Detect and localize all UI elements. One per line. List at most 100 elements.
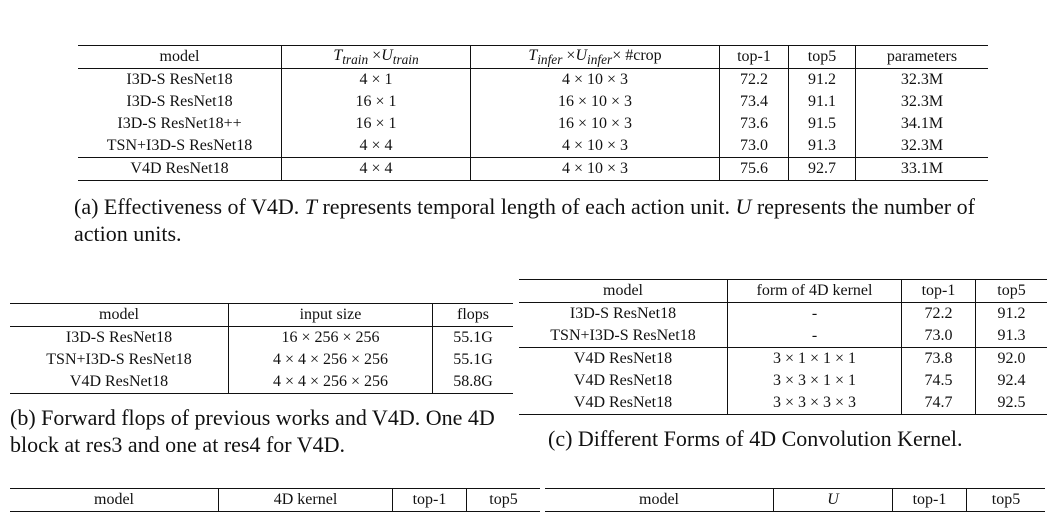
- cell-infer: 16 × 10 × 3: [470, 113, 720, 135]
- table-a-header-infer: Tinfer ×Uinfer× #crop: [470, 45, 720, 69]
- cell-top5: 91.3: [788, 135, 856, 158]
- cell-top5: 92.5: [975, 392, 1047, 415]
- table-row: TSN+I3D-S ResNet18 4 × 4 × 256 × 256 55.…: [10, 349, 513, 371]
- table-d-kernel: model 4D kernel top-1 top5: [10, 488, 540, 512]
- table-e-header-top1: top-1: [892, 488, 967, 512]
- cell-model: I3D-S ResNet18: [126, 93, 233, 110]
- cell-infer: 16 × 10 × 3: [470, 91, 720, 113]
- table-c-header-kernel-form: form of 4D kernel: [727, 279, 902, 303]
- cell-train: 4 × 1: [281, 68, 471, 91]
- cell-top5: 91.2: [975, 302, 1047, 325]
- table-e-units: model U top-1 top5: [545, 488, 1045, 512]
- table-c-caption: (c) Different Forms of 4D Convolution Ke…: [548, 426, 963, 451]
- table-c-header-model: model: [519, 279, 728, 303]
- cell-parameters: 32.3M: [855, 135, 988, 158]
- cell-flops: 58.8G: [432, 371, 513, 394]
- cell-kernel-form: 3 × 3 × 1 × 1: [727, 370, 902, 392]
- cell-train: 4 × 4: [281, 157, 471, 181]
- table-c-kernel-forms: model form of 4D kernel top-1 top5 I3D-S…: [519, 279, 1047, 415]
- cell-model: V4D ResNet18: [519, 392, 728, 415]
- table-e-header-top5: top5: [966, 488, 1045, 512]
- cell-top5: 91.1: [788, 91, 856, 113]
- table-a-header-top1: top-1: [719, 45, 789, 69]
- table-b-caption: (b) Forward flops of previous works and …: [10, 405, 495, 457]
- table-e-header-u: U: [773, 488, 893, 512]
- cell-train: 4 × 4: [281, 135, 471, 158]
- cell-top1: 73.8: [901, 347, 976, 370]
- cell-model: TSN+I3D-S ResNet18: [46, 351, 192, 368]
- table-b-header-model: model: [10, 303, 229, 327]
- table-a-effectiveness: model Ttrain ×Utrain Tinfer ×Uinfer× #cr…: [78, 45, 988, 181]
- cell-top1: 74.5: [901, 370, 976, 392]
- cell-train: 16 × 1: [281, 91, 471, 113]
- table-b-flops: model input size flops I3D-S ResNet18 16…: [10, 303, 513, 394]
- cell-flops: 55.1G: [432, 326, 513, 349]
- table-d-header-kernel: 4D kernel: [218, 488, 393, 512]
- cell-kernel-form: -: [727, 325, 902, 348]
- cell-top1: 75.6: [719, 157, 789, 181]
- cell-top1: 73.0: [901, 325, 976, 348]
- table-c-header-top5: top5: [975, 279, 1047, 303]
- table-row: V4D ResNet18 4 × 4 × 256 × 256 58.8G: [10, 371, 513, 394]
- cell-parameters: 32.3M: [855, 68, 988, 91]
- cell-parameters: 34.1M: [855, 113, 988, 135]
- cell-kernel-form: -: [727, 302, 902, 325]
- cell-top1: 73.0: [719, 135, 789, 158]
- cell-kernel-form: 3 × 3 × 3 × 3: [727, 392, 902, 415]
- cell-top5: 92.4: [975, 370, 1047, 392]
- cell-parameters: 32.3M: [855, 91, 988, 113]
- cell-model: I3D-S ResNet18: [569, 305, 677, 322]
- cell-kernel-form: 3 × 1 × 1 × 1: [727, 347, 902, 370]
- table-a-caption: (a) Effectiveness of V4D. T represents t…: [74, 194, 975, 246]
- table-d-header-top1: top-1: [392, 488, 467, 512]
- cell-top5: 91.3: [975, 325, 1047, 348]
- table-row: I3D-S ResNet18 16 × 1 16 × 10 × 3 73.4 9…: [78, 91, 988, 113]
- cell-flops: 55.1G: [432, 349, 513, 371]
- table-row: V4D ResNet18 4 × 4 4 × 10 × 3 75.6 92.7 …: [78, 157, 988, 181]
- cell-model: V4D ResNet18: [10, 371, 229, 394]
- cell-model: I3D-S ResNet18: [65, 329, 173, 346]
- cell-model: TSN+I3D-S ResNet18: [550, 327, 696, 344]
- table-a-header-parameters: parameters: [855, 45, 988, 69]
- cell-model: TSN+I3D-S ResNet18: [106, 137, 253, 154]
- table-d-header-model: model: [10, 488, 219, 512]
- cell-infer: 4 × 10 × 3: [470, 157, 720, 181]
- table-b-header-input-size: input size: [228, 303, 433, 327]
- cell-top1: 72.2: [901, 302, 976, 325]
- cell-input-size: 4 × 4 × 256 × 256: [228, 371, 433, 394]
- cell-input-size: 4 × 4 × 256 × 256: [228, 349, 433, 371]
- table-row: I3D-S ResNet18 - 72.2 91.2: [519, 302, 1047, 325]
- table-row: V4D ResNet18 3 × 1 × 1 × 1 73.8 92.0: [519, 347, 1047, 370]
- table-b-header-flops: flops: [432, 303, 513, 327]
- cell-model: V4D ResNet18: [519, 347, 728, 370]
- table-a-header-train: Ttrain ×Utrain: [281, 45, 471, 69]
- cell-top1: 74.7: [901, 392, 976, 415]
- table-row: TSN+I3D-S ResNet18 4 × 4 4 × 10 × 3 73.0…: [78, 135, 988, 158]
- cell-model: I3D-S ResNet18++: [117, 115, 242, 132]
- table-row: TSN+I3D-S ResNet18 - 73.0 91.3: [519, 325, 1047, 348]
- table-row: I3D-S ResNet18++ 16 × 1 16 × 10 × 3 73.6…: [78, 113, 988, 135]
- cell-parameters: 33.1M: [855, 157, 988, 181]
- table-row: V4D ResNet18 3 × 3 × 3 × 3 74.7 92.5: [519, 392, 1047, 415]
- table-a-header-top5: top5: [788, 45, 856, 69]
- cell-top5: 92.0: [975, 347, 1047, 370]
- table-a-header-model: model: [78, 45, 282, 69]
- table-c-header-top1: top-1: [901, 279, 976, 303]
- table-row: I3D-S ResNet18 4 × 1 4 × 10 × 3 72.2 91.…: [78, 68, 988, 91]
- cell-model: V4D ResNet18: [78, 157, 282, 181]
- cell-top1: 73.6: [719, 113, 789, 135]
- cell-model: I3D-S ResNet18: [126, 71, 233, 88]
- cell-infer: 4 × 10 × 3: [470, 135, 720, 158]
- cell-top5: 92.7: [788, 157, 856, 181]
- table-d-header-top5: top5: [466, 488, 540, 512]
- cell-infer: 4 × 10 × 3: [470, 68, 720, 91]
- cell-top5: 91.2: [788, 68, 856, 91]
- cell-train: 16 × 1: [281, 113, 471, 135]
- table-row: I3D-S ResNet18 16 × 256 × 256 55.1G: [10, 326, 513, 349]
- cell-top1: 72.2: [719, 68, 789, 91]
- cell-top1: 73.4: [719, 91, 789, 113]
- cell-top5: 91.5: [788, 113, 856, 135]
- table-e-header-model: model: [545, 488, 774, 512]
- table-row: V4D ResNet18 3 × 3 × 1 × 1 74.5 92.4: [519, 370, 1047, 392]
- cell-input-size: 16 × 256 × 256: [228, 326, 433, 349]
